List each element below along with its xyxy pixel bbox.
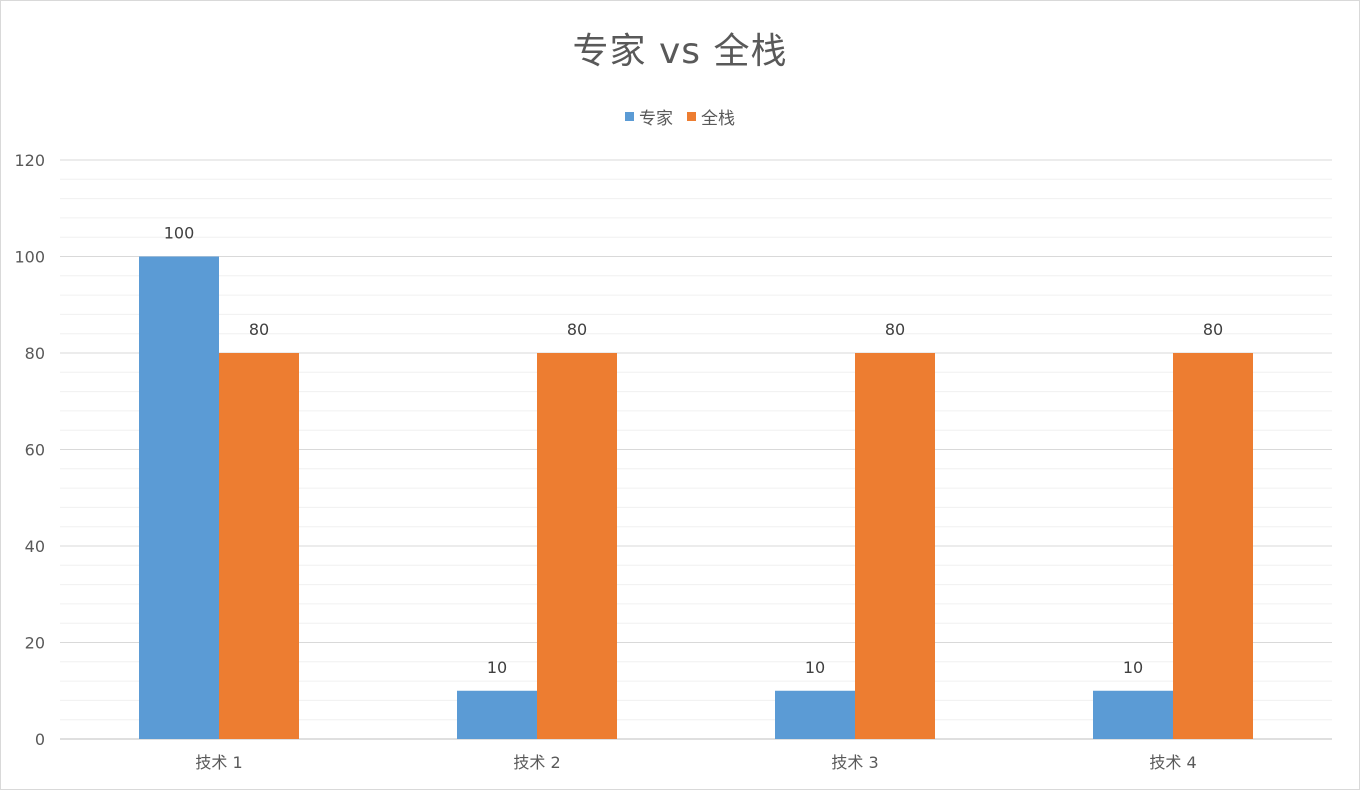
data-label-series-1: 10 [805, 658, 825, 677]
legend-swatch-series-1 [625, 112, 634, 121]
bar-series-1 [1093, 690, 1173, 739]
legend: 专家 全栈 [0, 104, 1360, 129]
chart-title: 专家 vs 全栈 [572, 31, 788, 72]
y-tick-label: 20 [25, 634, 45, 653]
y-tick-label: 0 [35, 730, 45, 749]
x-tick-label: 技术 3 [831, 753, 878, 772]
bar-series-1 [457, 690, 537, 739]
legend-item-series-1: 专家 [625, 104, 673, 129]
bar-series-2 [1173, 353, 1253, 739]
y-tick-label: 100 [14, 248, 45, 267]
bar-series-2 [855, 353, 935, 739]
y-tick-label: 120 [14, 151, 45, 170]
legend-item-series-2: 全栈 [687, 104, 735, 129]
data-label-series-2: 80 [249, 320, 269, 339]
bar-series-1 [775, 690, 855, 739]
legend-label-series-2: 全栈 [701, 109, 735, 129]
data-label-series-1: 10 [487, 658, 507, 677]
data-label-series-1: 100 [164, 224, 195, 243]
data-label-series-2: 80 [885, 320, 905, 339]
legend-label-series-1: 专家 [639, 109, 673, 129]
y-tick-label: 60 [25, 441, 45, 460]
data-label-series-2: 80 [1203, 320, 1223, 339]
x-tick-label: 技术 1 [195, 753, 242, 772]
legend-swatch-series-2 [687, 112, 696, 121]
bar-series-2 [219, 353, 299, 739]
data-label-series-1: 10 [1123, 658, 1143, 677]
y-tick-label: 80 [25, 344, 45, 363]
bar-series-2 [537, 353, 617, 739]
y-tick-label: 40 [25, 537, 45, 556]
x-tick-label: 技术 2 [513, 753, 560, 772]
x-tick-label: 技术 4 [1149, 753, 1196, 772]
data-label-series-2: 80 [567, 320, 587, 339]
bar-series-1 [139, 256, 219, 739]
